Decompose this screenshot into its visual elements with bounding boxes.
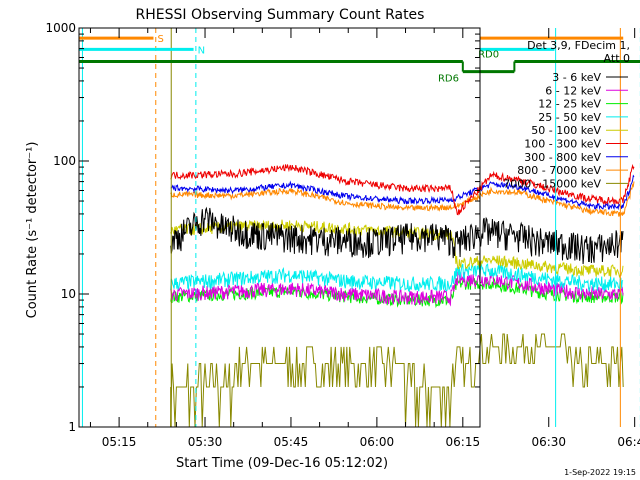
legend-label: 800 - 7000 keV: [517, 164, 601, 177]
y-tick-label: 10: [61, 287, 76, 301]
x-tick-label: 05:30: [188, 435, 223, 449]
x-tick-label: 05:45: [274, 435, 309, 449]
legend-label: 100 - 300 keV: [524, 138, 601, 151]
series-line-8: [170, 333, 624, 428]
legend-label: 12 - 25 keV: [538, 98, 601, 111]
legend-label: 50 - 100 keV: [531, 124, 601, 137]
legend-label: 3 - 6 keV: [552, 71, 601, 84]
series-line-6: [170, 174, 635, 211]
x-tick-label: 06:00: [360, 435, 395, 449]
x-axis-label: Start Time (09-Dec-16 05:12:02): [176, 456, 388, 471]
x-tick-label: 06:30: [531, 435, 566, 449]
legend-label: 7000 - 15000 keV: [503, 177, 601, 190]
legend-header: Det 3,9, FDecim 1,: [527, 39, 630, 52]
x-tick-label: 06:45: [617, 435, 640, 449]
y-tick-label: 1000: [45, 21, 76, 35]
chart-title: RHESSI Observing Summary Count Rates: [136, 7, 425, 23]
series-line-7: [170, 181, 635, 218]
rd6-label: RD6: [438, 74, 459, 85]
legend-label: 6 - 12 keV: [545, 84, 601, 97]
x-tick-label: 05:15: [102, 435, 137, 449]
marker-label-0: S: [157, 34, 163, 45]
date-stamp: 1-Sep-2022 19:15: [564, 468, 636, 477]
y-tick-label: 1: [68, 420, 76, 434]
series-line-1: [170, 271, 624, 307]
rd0-label: RD0: [478, 49, 499, 60]
x-tick-label: 06:15: [446, 435, 481, 449]
legend-label: 25 - 50 keV: [538, 111, 601, 124]
legend-label: 300 - 800 keV: [524, 151, 601, 164]
y-tick-label: 100: [53, 154, 76, 168]
y-axis-label: Count Rate (s⁻¹ detector⁻¹): [25, 142, 40, 319]
series-line-0: [170, 206, 624, 265]
series-line-5: [170, 163, 635, 216]
series-line-3: [170, 262, 624, 293]
legend-header: Att 0: [604, 52, 630, 65]
marker-label-1: N: [198, 45, 205, 56]
plot-frame: [78, 27, 481, 428]
